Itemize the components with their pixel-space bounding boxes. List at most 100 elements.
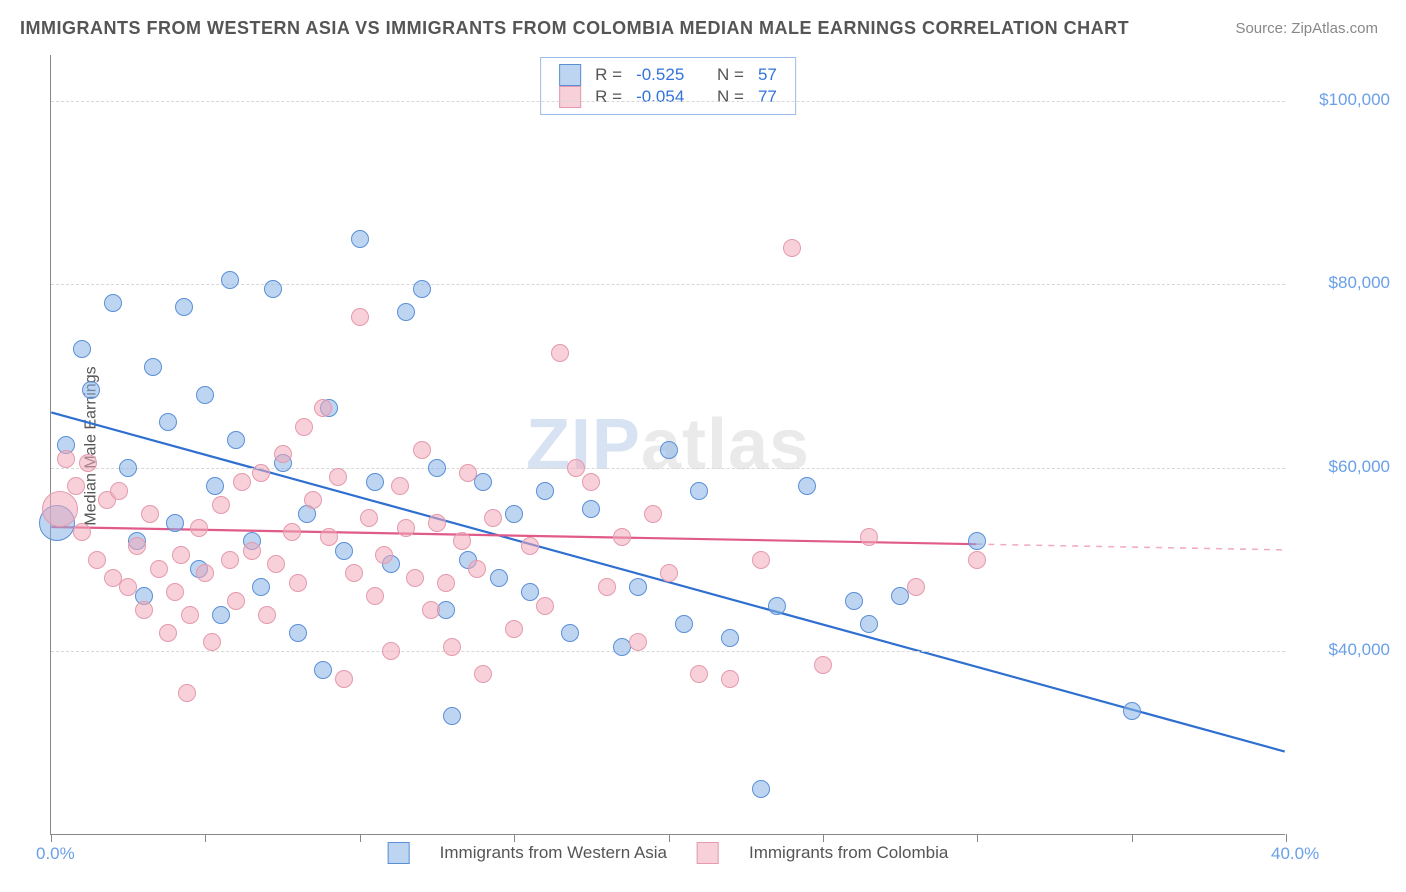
data-point (382, 642, 400, 660)
data-point (521, 583, 539, 601)
data-point (79, 454, 97, 472)
trend-line-extrapolated (976, 544, 1284, 550)
data-point (582, 500, 600, 518)
x-tick-mark (514, 834, 515, 842)
data-point (227, 431, 245, 449)
data-point (221, 551, 239, 569)
data-point (181, 606, 199, 624)
data-point (314, 661, 332, 679)
data-point (428, 459, 446, 477)
data-point (968, 532, 986, 550)
data-point (391, 477, 409, 495)
scatter-plot-area: ZIPatlas R = -0.525 N = 57 R = -0.054 N … (50, 55, 1285, 835)
data-point (521, 537, 539, 555)
data-point (264, 280, 282, 298)
data-point (453, 532, 471, 550)
data-point (561, 624, 579, 642)
data-point (845, 592, 863, 610)
correlation-stats-box: R = -0.525 N = 57 R = -0.054 N = 77 (540, 57, 796, 115)
x-tick-mark (823, 834, 824, 842)
data-point (443, 707, 461, 725)
bottom-legend: Immigrants from Western Asia Immigrants … (388, 842, 949, 864)
data-point (375, 546, 393, 564)
data-point (536, 482, 554, 500)
stats-n-value-a: 57 (758, 65, 777, 85)
stats-row-series-a: R = -0.525 N = 57 (559, 64, 777, 86)
data-point (144, 358, 162, 376)
data-point (172, 546, 190, 564)
data-point (437, 601, 455, 619)
data-point (468, 560, 486, 578)
data-point (567, 459, 585, 477)
data-point (159, 413, 177, 431)
data-point (907, 578, 925, 596)
data-point (968, 551, 986, 569)
data-point (428, 514, 446, 532)
data-point (752, 551, 770, 569)
data-point (304, 491, 322, 509)
data-point (57, 450, 75, 468)
data-point (690, 482, 708, 500)
data-point (484, 509, 502, 527)
data-point (88, 551, 106, 569)
data-point (295, 418, 313, 436)
data-point (196, 386, 214, 404)
data-point (128, 537, 146, 555)
data-point (437, 574, 455, 592)
data-point (110, 482, 128, 500)
x-tick-mark (1132, 834, 1133, 842)
stats-r-value-b: -0.054 (636, 87, 684, 107)
data-point (141, 505, 159, 523)
data-point (212, 496, 230, 514)
x-tick-mark (51, 834, 52, 842)
data-point (397, 303, 415, 321)
data-point (798, 477, 816, 495)
data-point (675, 615, 693, 633)
data-point (82, 381, 100, 399)
data-point (443, 638, 461, 656)
x-tick-label: 40.0% (1271, 844, 1319, 864)
data-point (768, 597, 786, 615)
x-tick-mark (977, 834, 978, 842)
data-point (206, 477, 224, 495)
stats-n-label: N = (717, 87, 744, 107)
swatch-series-b (559, 86, 581, 108)
data-point (159, 624, 177, 642)
data-point (629, 633, 647, 651)
data-point (119, 578, 137, 596)
data-point (351, 308, 369, 326)
data-point (422, 601, 440, 619)
data-point (582, 473, 600, 491)
data-point (289, 624, 307, 642)
legend-swatch-b (697, 842, 719, 864)
y-tick-label: $80,000 (1329, 273, 1390, 293)
data-point (490, 569, 508, 587)
data-point (73, 523, 91, 541)
data-point (406, 569, 424, 587)
data-point (644, 505, 662, 523)
data-point (629, 578, 647, 596)
x-tick-mark (669, 834, 670, 842)
data-point (351, 230, 369, 248)
x-tick-mark (1286, 834, 1287, 842)
y-tick-label: $100,000 (1319, 90, 1390, 110)
stats-n-value-b: 77 (758, 87, 777, 107)
data-point (752, 780, 770, 798)
data-point (178, 684, 196, 702)
data-point (258, 606, 276, 624)
legend-swatch-a (388, 842, 410, 864)
data-point (274, 445, 292, 463)
data-point (252, 464, 270, 482)
data-point (166, 583, 184, 601)
y-tick-label: $60,000 (1329, 457, 1390, 477)
data-point (150, 560, 168, 578)
data-point (459, 464, 477, 482)
data-point (289, 574, 307, 592)
data-point (413, 441, 431, 459)
data-point (329, 468, 347, 486)
data-point (397, 519, 415, 537)
data-point (814, 656, 832, 674)
data-point (860, 528, 878, 546)
data-point (67, 477, 85, 495)
data-point (73, 340, 91, 358)
